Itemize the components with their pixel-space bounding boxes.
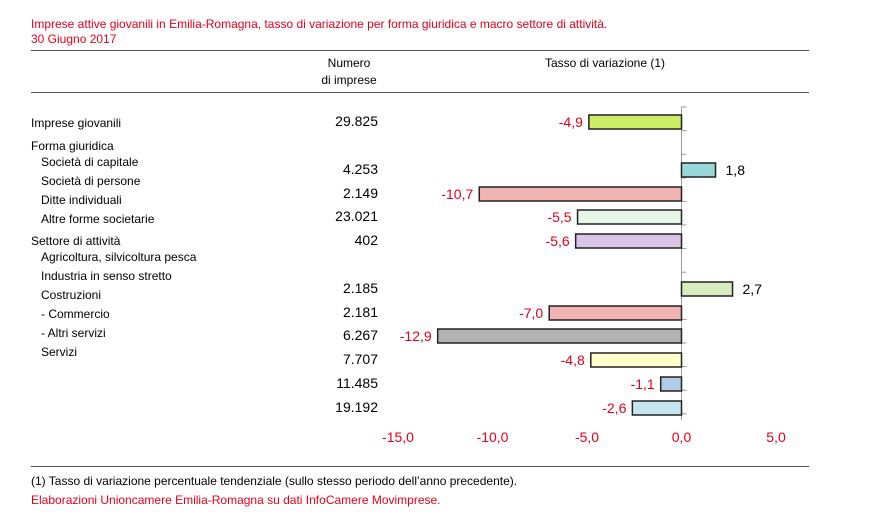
data-label: -5,6 [546,233,570,249]
chart-title: Imprese attive giovanili in Emilia-Romag… [31,17,607,47]
category-label: Agricoltura, silvicoltura pesca [41,250,197,264]
count-value: 11.485 [336,375,378,391]
data-label: -4,9 [559,114,583,130]
category-label: Altre forme societarie [41,212,155,226]
category-label: Imprese giovanili [31,116,122,130]
header-rule [31,92,809,93]
data-label: -1,1 [631,376,655,392]
count-value: 402 [354,232,378,248]
category-label: Società di persone [41,174,141,188]
data-label: -12,9 [400,328,432,344]
bar [548,305,683,321]
data-label: -7,0 [519,305,543,321]
title-line-2: 30 Giugno 2017 [31,32,117,46]
rate-header: Tasso di variazione (1) [544,56,666,70]
data-label: -10,7 [441,186,473,202]
bar [659,376,683,392]
title-line-1: Imprese attive giovanili in Emilia-Romag… [31,17,608,31]
count-header: Numero di imprese [321,56,377,87]
category-label: Ditte individuali [41,193,122,207]
bar [576,209,683,225]
category-label: Società di capitale [41,155,139,169]
bottom-rule [31,466,809,467]
category-label: - Altri servizi [41,326,106,340]
data-label: -4,8 [561,352,585,368]
count-value: 6.267 [342,327,378,343]
bar [478,186,683,202]
data-label: -2,6 [602,400,626,416]
count-value: 29.825 [335,113,378,129]
x-tick-label: 5,0 [766,429,786,445]
count-value: 4.253 [342,161,378,177]
footnote: (1) Tasso di variazione percentuale tend… [31,474,518,488]
bar [588,114,683,130]
category-label: Servizi [41,345,78,359]
count-value: 7.707 [342,351,378,367]
bar [680,281,734,297]
count-value: 2.181 [342,304,378,320]
category-label: - Commercio [41,307,110,321]
category-label: Industria in senso stretto [41,269,172,283]
data-label: 1,8 [726,162,746,178]
x-tick-label: 0,0 [672,429,692,445]
source-note: Elaborazioni Unioncamere Emilia-Romagna … [31,493,441,507]
category-label: Settore di attività [31,234,121,248]
x-tick-label: -5,0 [575,429,599,445]
count-value: 23.021 [335,208,378,224]
bar [680,162,717,178]
x-tick-label: -15,0 [382,429,414,445]
count-value: 2.185 [342,280,378,296]
top-rule [31,50,809,51]
count-value: 19.192 [335,399,378,415]
bar [436,328,683,344]
data-label: -5,5 [547,209,571,225]
x-tick-label: -10,0 [477,429,509,445]
bar [574,233,683,249]
count-value: 2.149 [342,185,378,201]
category-label: Costruzioni [41,288,102,302]
bar-chart: -4,9 1,8 -10,7 -5,5 -5,6 2,7 -7,0 -12,9 -4,8 -1,1… [382,106,786,445]
bar [590,352,683,368]
bar [631,400,683,416]
category-label: Forma giuridica [31,139,114,153]
data-label: 2,7 [743,281,763,297]
